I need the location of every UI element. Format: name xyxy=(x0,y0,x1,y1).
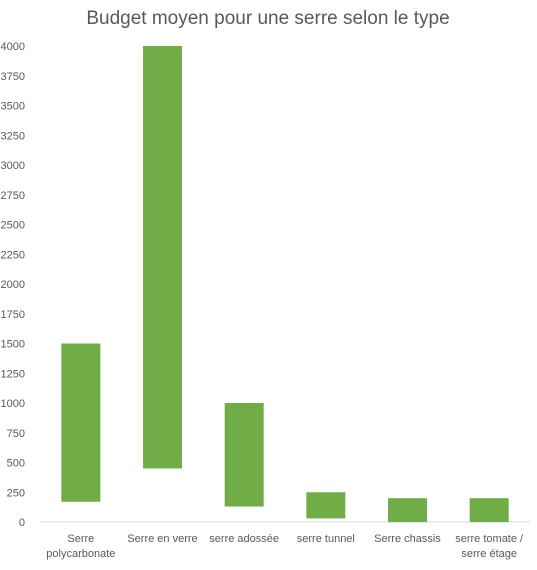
chart-title: Budget moyen pour une serre selon le typ… xyxy=(86,8,449,29)
y-tick-label: 1250 xyxy=(1,368,25,380)
y-tick-label: 750 xyxy=(7,428,25,440)
bar xyxy=(388,498,427,522)
y-tick-label: 2750 xyxy=(1,190,25,202)
x-tick-label: serre étage xyxy=(461,548,517,560)
y-tick-label: 2250 xyxy=(1,249,25,261)
x-tick-label: Serre chassis xyxy=(374,533,441,545)
bar xyxy=(224,403,264,507)
y-tick-label: 1000 xyxy=(1,398,25,410)
y-tick-label: 2500 xyxy=(1,220,25,232)
y-tick-label: 500 xyxy=(7,458,25,470)
x-tick-label: polycarbonate xyxy=(46,548,115,560)
y-tick-label: 3500 xyxy=(1,101,25,113)
x-tick-label: serre adossée xyxy=(209,533,279,545)
y-tick-label: 0 xyxy=(19,517,25,529)
y-tick-label: 2000 xyxy=(1,279,25,291)
y-tick-label: 3250 xyxy=(1,130,25,142)
x-tick-label: Serre xyxy=(67,533,94,545)
y-tick-label: 1500 xyxy=(1,339,25,351)
x-axis-labels: Serre polycarbonate Serre en verre serre ad… xyxy=(46,533,524,560)
y-tick-label: 3000 xyxy=(1,160,25,172)
y-tick-label: 4000 xyxy=(1,41,25,53)
y-tick-label: 3750 xyxy=(1,71,25,83)
bar xyxy=(61,343,101,502)
x-tick-label: Serre en verre xyxy=(127,533,197,545)
bar xyxy=(143,46,182,469)
bars xyxy=(61,46,509,522)
bar xyxy=(306,492,346,519)
x-tick-label: serre tunnel xyxy=(297,533,355,545)
y-tick-label: 250 xyxy=(7,487,25,499)
x-tick-label: serre tomate / xyxy=(455,533,524,545)
y-tick-label: 1750 xyxy=(1,309,25,321)
bar xyxy=(469,498,509,522)
y-axis-labels: 0 250 500 750 1000 1250 1500 1750 2000 2250 2500 27… xyxy=(1,41,25,529)
